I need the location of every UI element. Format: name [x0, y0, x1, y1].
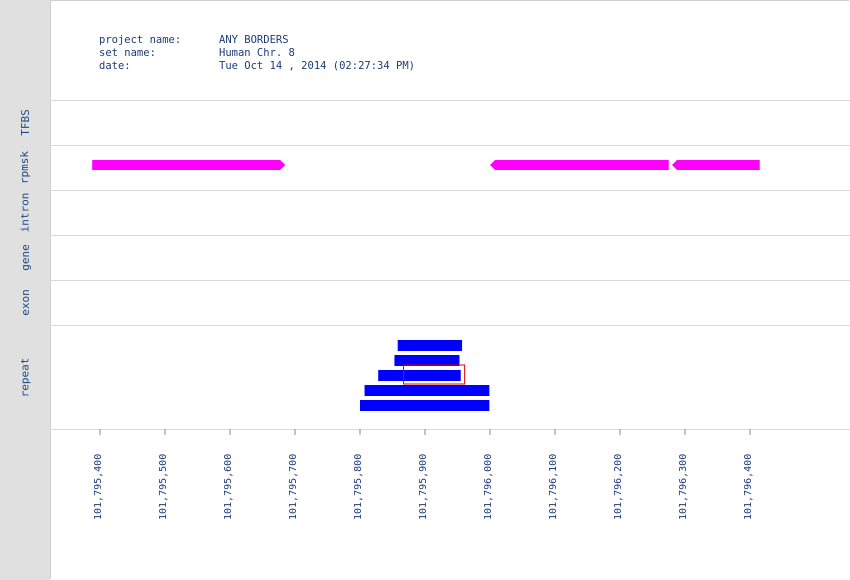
rpmsk-feature[interactable] — [490, 160, 669, 170]
x-tick-label: 101,795,400 — [93, 453, 104, 520]
track-divider — [50, 190, 850, 191]
x-tick-label: 101,795,900 — [418, 453, 429, 520]
selection-highlight — [403, 364, 466, 385]
x-tick-label: 101,796,100 — [548, 453, 559, 520]
x-tick-label: 101,796,000 — [483, 453, 494, 520]
rpmsk-feature[interactable] — [672, 160, 760, 170]
set-name-value: Human Chr. 8 — [219, 47, 295, 59]
repeat-feature[interactable] — [364, 385, 490, 396]
x-tick-label: 101,796,200 — [613, 453, 624, 520]
track-divider — [50, 280, 850, 281]
x-tick-label: 101,796,300 — [678, 453, 689, 520]
track-divider — [50, 100, 850, 101]
repeat-feature[interactable] — [378, 370, 461, 381]
x-tick-label: 101,795,600 — [223, 453, 234, 520]
date-value: Tue Oct 14 , 2014 (02:27:34 PM) — [219, 60, 415, 72]
track-divider — [50, 145, 850, 146]
repeat-feature[interactable] — [394, 355, 460, 366]
x-tick-label: 101,795,700 — [288, 453, 299, 520]
x-tick-label: 101,795,500 — [158, 453, 169, 520]
rpmsk-feature[interactable] — [92, 160, 286, 170]
track-label-sidebar — [0, 0, 50, 580]
set-name-label: set name: — [99, 47, 156, 59]
project-name-value: ANY BORDERS — [219, 34, 289, 46]
date-label: date: — [99, 60, 131, 72]
track-divider — [50, 325, 850, 326]
x-tick-label: 101,795,800 — [353, 453, 364, 520]
project-name-label: project name: — [99, 34, 182, 46]
repeat-feature[interactable] — [397, 340, 463, 351]
repeat-feature[interactable] — [360, 400, 490, 411]
track-divider — [50, 235, 850, 236]
axis-line — [50, 429, 850, 430]
x-tick-label: 101,796,400 — [743, 453, 754, 520]
main-panel — [50, 0, 849, 579]
